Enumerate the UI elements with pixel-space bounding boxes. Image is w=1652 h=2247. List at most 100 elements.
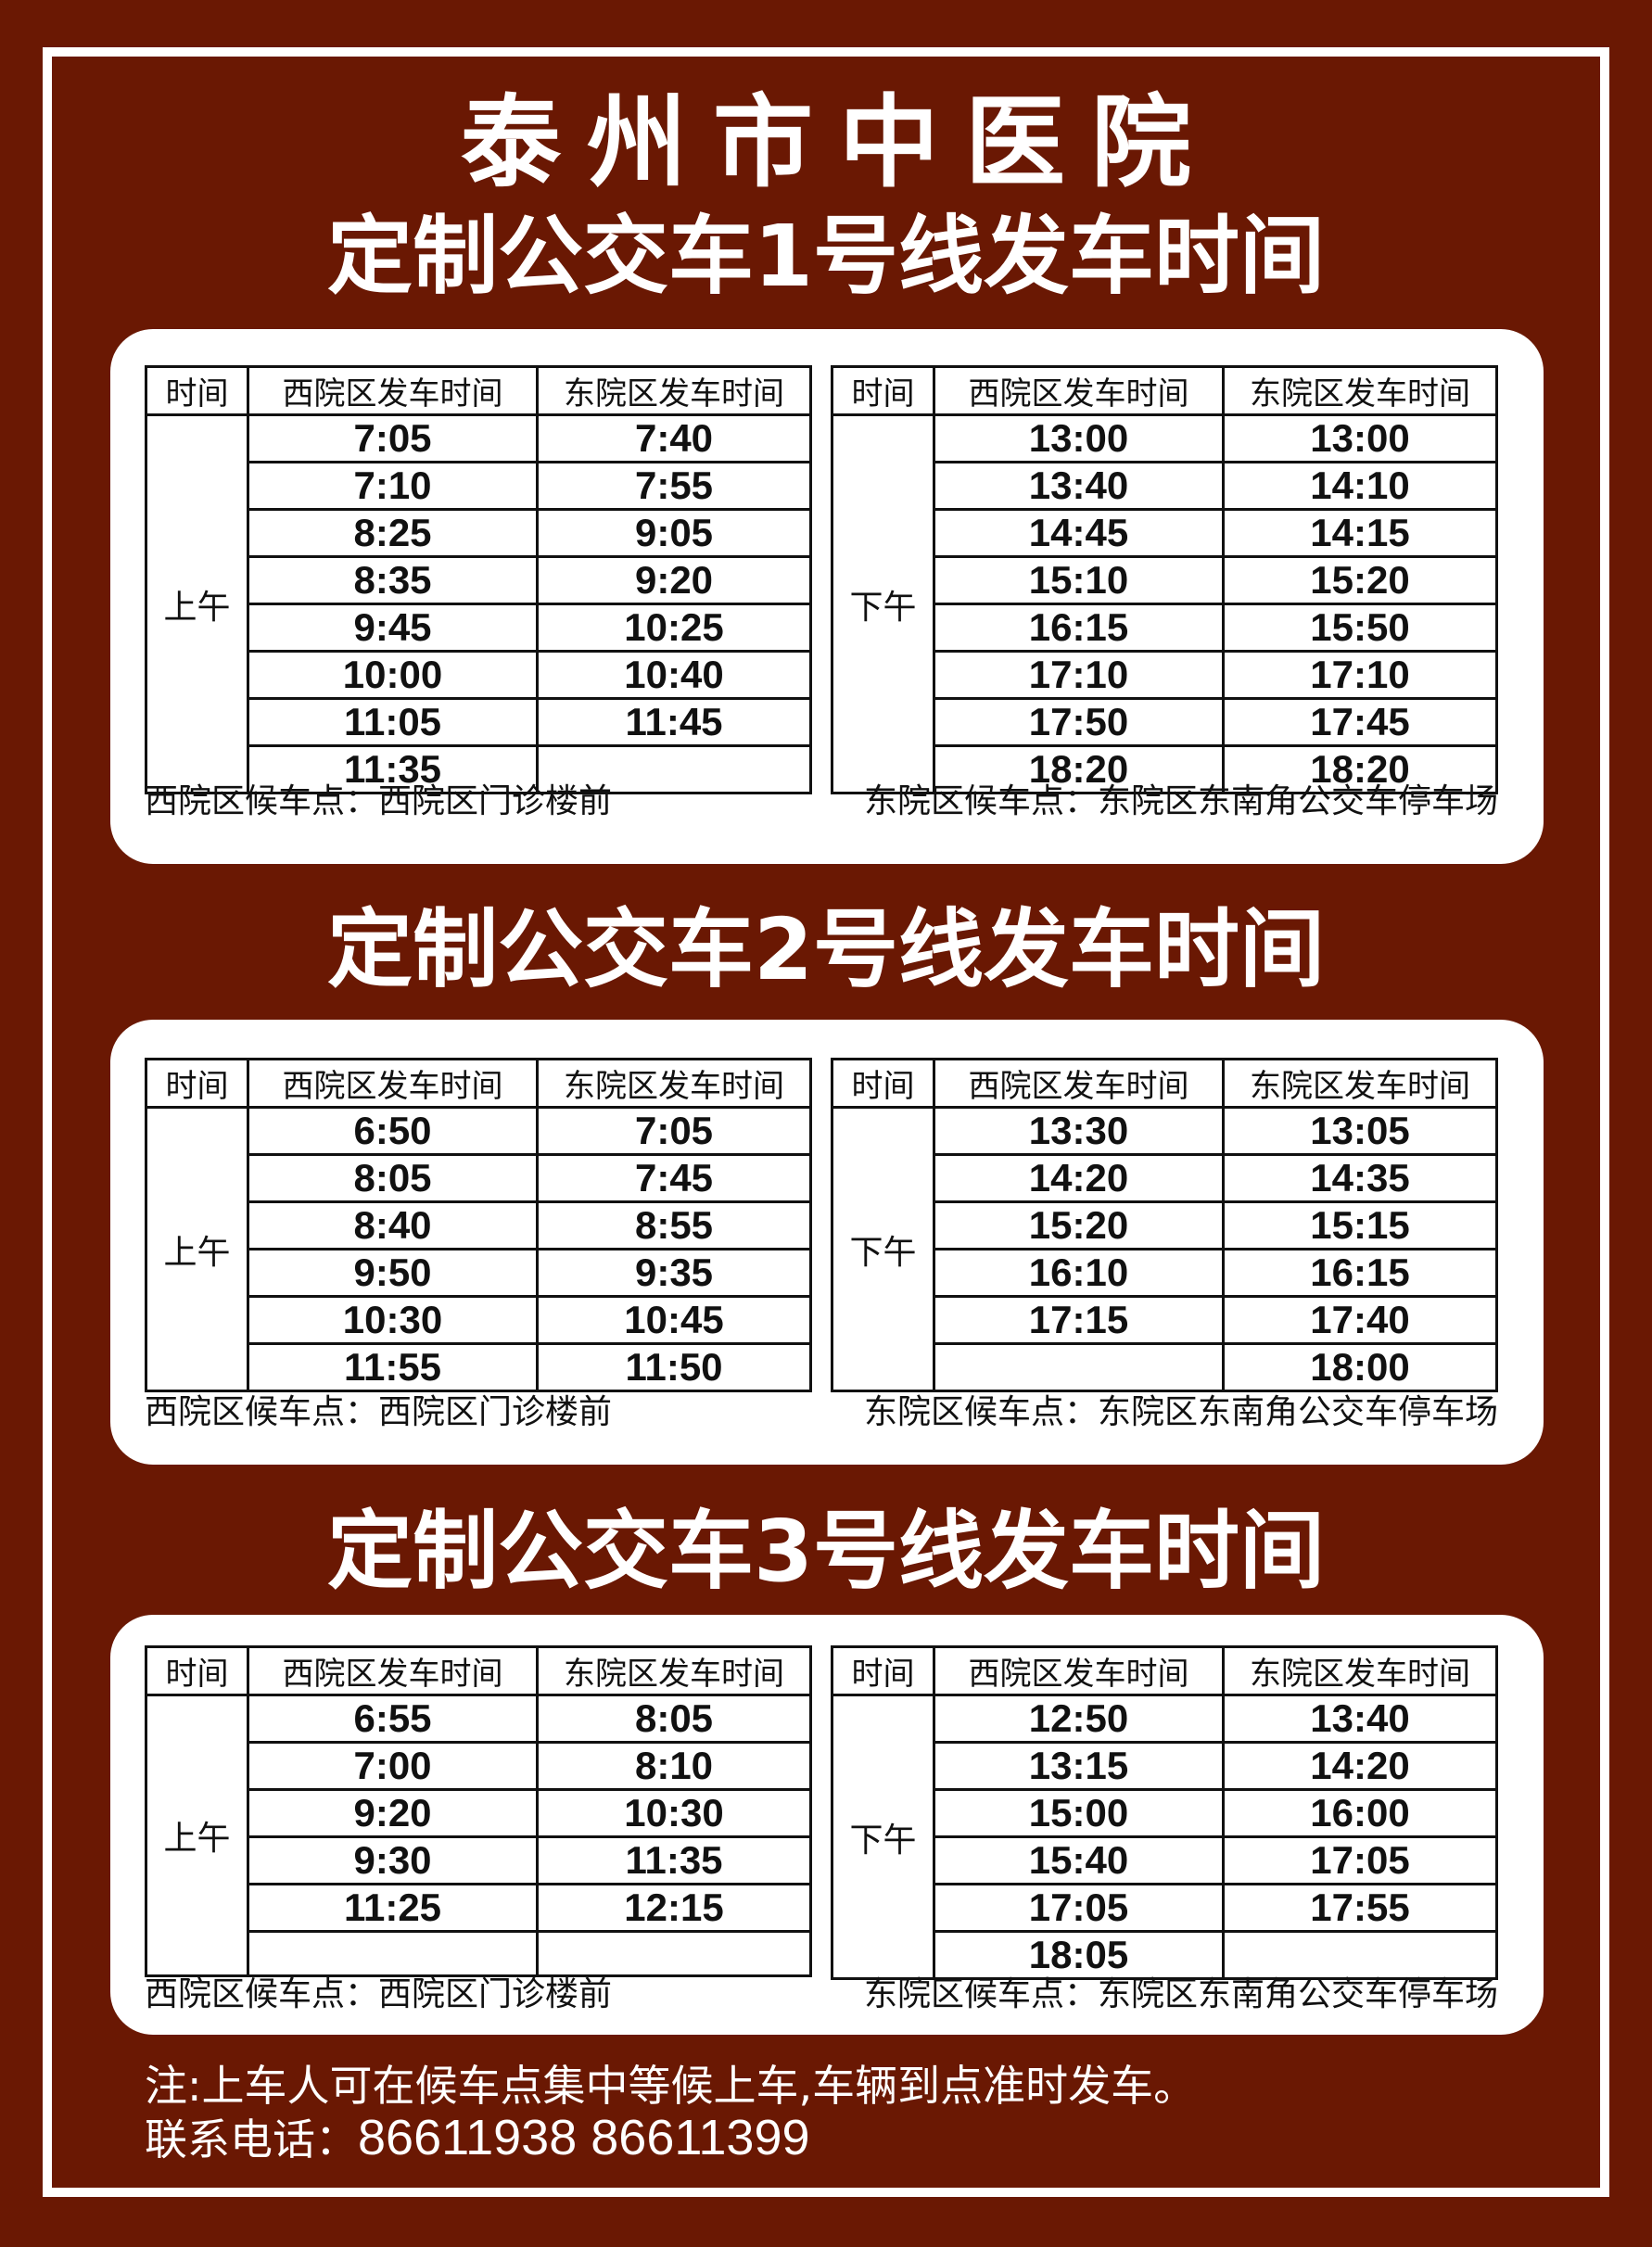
route-title: 定制公交车1号线发车时间 — [326, 207, 1325, 306]
header-row: 时间 西院区发车时间 东院区发车时间 — [145, 1645, 812, 1696]
header-east-departure: 东院区发车时间 — [536, 1058, 812, 1109]
east-departure-time: 14:35 — [1222, 1153, 1498, 1203]
west-stop-location: 西院区候车点：西院区门诊楼前 — [145, 1975, 613, 2013]
west-stop-location: 西院区候车点：西院区门诊楼前 — [145, 782, 613, 820]
table-row: 17:15 17:40 — [832, 1295, 1498, 1345]
west-departure-time: 11:55 — [247, 1342, 539, 1392]
west-departure-time: 15:00 — [933, 1788, 1225, 1838]
table-row: 18:00 — [832, 1342, 1498, 1392]
table-row: 15:20 15:15 — [832, 1200, 1498, 1250]
west-departure-time: 11:05 — [247, 697, 539, 747]
timetable-morning: 时间 西院区发车时间 东院区发车时间 上午 7:05 7:40 7:10 7:55 8:25 9:… — [145, 365, 812, 794]
west-departure-time: 13:40 — [933, 461, 1225, 511]
west-departure-time: 7:00 — [247, 1741, 539, 1791]
table-row: 14:45 14:15 — [832, 508, 1498, 558]
west-departure-time: 7:10 — [247, 461, 539, 511]
table-row: 15:00 16:00 — [832, 1788, 1498, 1838]
east-departure-time: 9:20 — [536, 555, 812, 605]
west-departure-time: 15:10 — [933, 555, 1225, 605]
period-label: 上午 — [145, 413, 249, 794]
west-departure-time: 16:10 — [933, 1248, 1225, 1298]
table-row: 17:05 17:55 — [832, 1883, 1498, 1933]
header-west-departure: 西院区发车时间 — [247, 365, 539, 416]
table-row: 8:35 9:20 — [146, 555, 812, 605]
west-departure-time: 10:30 — [247, 1295, 539, 1345]
table-row: 14:20 14:35 — [832, 1153, 1498, 1203]
east-departure-time: 16:15 — [1222, 1248, 1498, 1298]
east-departure-time: 8:55 — [536, 1200, 812, 1250]
table-row: 9:50 9:35 — [146, 1248, 812, 1298]
header-east-departure: 东院区发车时间 — [1222, 1645, 1498, 1696]
east-departure-time: 9:05 — [536, 508, 812, 558]
table-row: 9:45 10:25 — [146, 603, 812, 653]
west-departure-time: 16:15 — [933, 603, 1225, 653]
table-row: 9:30 11:35 — [146, 1835, 812, 1885]
west-departure-time: 9:50 — [247, 1248, 539, 1298]
east-stop-location: 东院区候车点：东院区东南角公交车停车场 — [863, 1975, 1498, 2013]
east-departure-time — [536, 744, 812, 794]
header-west-departure: 西院区发车时间 — [247, 1645, 539, 1696]
west-departure-time: 9:30 — [247, 1835, 539, 1885]
west-departure-time: 15:20 — [933, 1200, 1225, 1250]
header-west-departure: 西院区发车时间 — [247, 1058, 539, 1109]
period-label: 下午 — [831, 1694, 935, 1980]
header-row: 时间 西院区发车时间 东院区发车时间 — [145, 365, 812, 416]
east-departure-time — [1222, 1930, 1498, 1980]
table-row: 11:35 — [146, 744, 812, 794]
west-departure-time: 9:20 — [247, 1788, 539, 1838]
east-departure-time: 16:00 — [1222, 1788, 1498, 1838]
table-row: 13:40 14:10 — [832, 461, 1498, 511]
table-row: 17:10 17:10 — [832, 650, 1498, 700]
east-departure-time: 17:05 — [1222, 1835, 1498, 1885]
table-row: 11:25 12:15 — [146, 1883, 812, 1933]
header-west-departure: 西院区发车时间 — [933, 1058, 1225, 1109]
header-east-departure: 东院区发车时间 — [1222, 365, 1498, 416]
table-row: 8:25 9:05 — [146, 508, 812, 558]
east-departure-time: 13:40 — [1222, 1694, 1498, 1744]
period-label: 下午 — [831, 413, 935, 794]
header-west-departure: 西院区发车时间 — [933, 1645, 1225, 1696]
east-departure-time: 12:15 — [536, 1883, 812, 1933]
east-departure-time: 7:55 — [536, 461, 812, 511]
table-row: 13:15 14:20 — [832, 1741, 1498, 1791]
contact-phone: 联系电话：86611938 86611399 — [145, 2106, 810, 2167]
west-departure-time: 17:15 — [933, 1295, 1225, 1345]
west-departure-time: 8:05 — [247, 1153, 539, 1203]
timetable-afternoon: 时间 西院区发车时间 东院区发车时间 下午 13:30 13:05 14:20 14:35 15… — [831, 1058, 1498, 1392]
east-departure-time: 10:40 — [536, 650, 812, 700]
period-label: 上午 — [145, 1106, 249, 1392]
west-departure-time: 17:50 — [933, 697, 1225, 747]
west-departure-time: 13:30 — [933, 1106, 1225, 1156]
header-time: 时间 — [831, 1645, 935, 1696]
header-time: 时间 — [145, 365, 249, 416]
west-departure-time: 10:00 — [247, 650, 539, 700]
table-row: 上午 7:05 7:40 — [145, 413, 812, 794]
west-departure-time: 13:15 — [933, 1741, 1225, 1791]
west-departure-time: 12:50 — [933, 1694, 1225, 1744]
east-departure-time: 11:45 — [536, 697, 812, 747]
east-departure-time: 14:20 — [1222, 1741, 1498, 1791]
header-row: 时间 西院区发车时间 东院区发车时间 — [831, 1645, 1498, 1696]
east-departure-time: 8:05 — [536, 1694, 812, 1744]
west-departure-time: 8:35 — [247, 555, 539, 605]
table-row: 下午 13:30 13:05 — [831, 1106, 1498, 1392]
header-west-departure: 西院区发车时间 — [933, 365, 1225, 416]
west-departure-time: 17:10 — [933, 650, 1225, 700]
east-departure-time: 9:35 — [536, 1248, 812, 1298]
table-row: 18:05 — [832, 1930, 1498, 1980]
timetable-afternoon: 时间 西院区发车时间 东院区发车时间 下午 13:00 13:00 13:40 14:10 14… — [831, 365, 1498, 794]
table-row: 上午 6:50 7:05 — [145, 1106, 812, 1392]
west-stop-location: 西院区候车点：西院区门诊楼前 — [145, 1393, 613, 1431]
west-departure-time: 18:05 — [933, 1930, 1225, 1980]
east-departure-time: 7:40 — [536, 413, 812, 463]
table-row: 7:10 7:55 — [146, 461, 812, 511]
timetable-morning: 时间 西院区发车时间 东院区发车时间 上午 6:55 8:05 7:00 8:10 9:20 10… — [145, 1645, 812, 1977]
east-departure-time: 11:35 — [536, 1835, 812, 1885]
east-departure-time: 15:50 — [1222, 603, 1498, 653]
header-east-departure: 东院区发车时间 — [1222, 1058, 1498, 1109]
east-departure-time: 13:05 — [1222, 1106, 1498, 1156]
period-label: 上午 — [145, 1694, 249, 1977]
east-departure-time: 11:50 — [536, 1342, 812, 1392]
west-departure-time: 6:55 — [247, 1694, 539, 1744]
table-row: 17:50 17:45 — [832, 697, 1498, 747]
